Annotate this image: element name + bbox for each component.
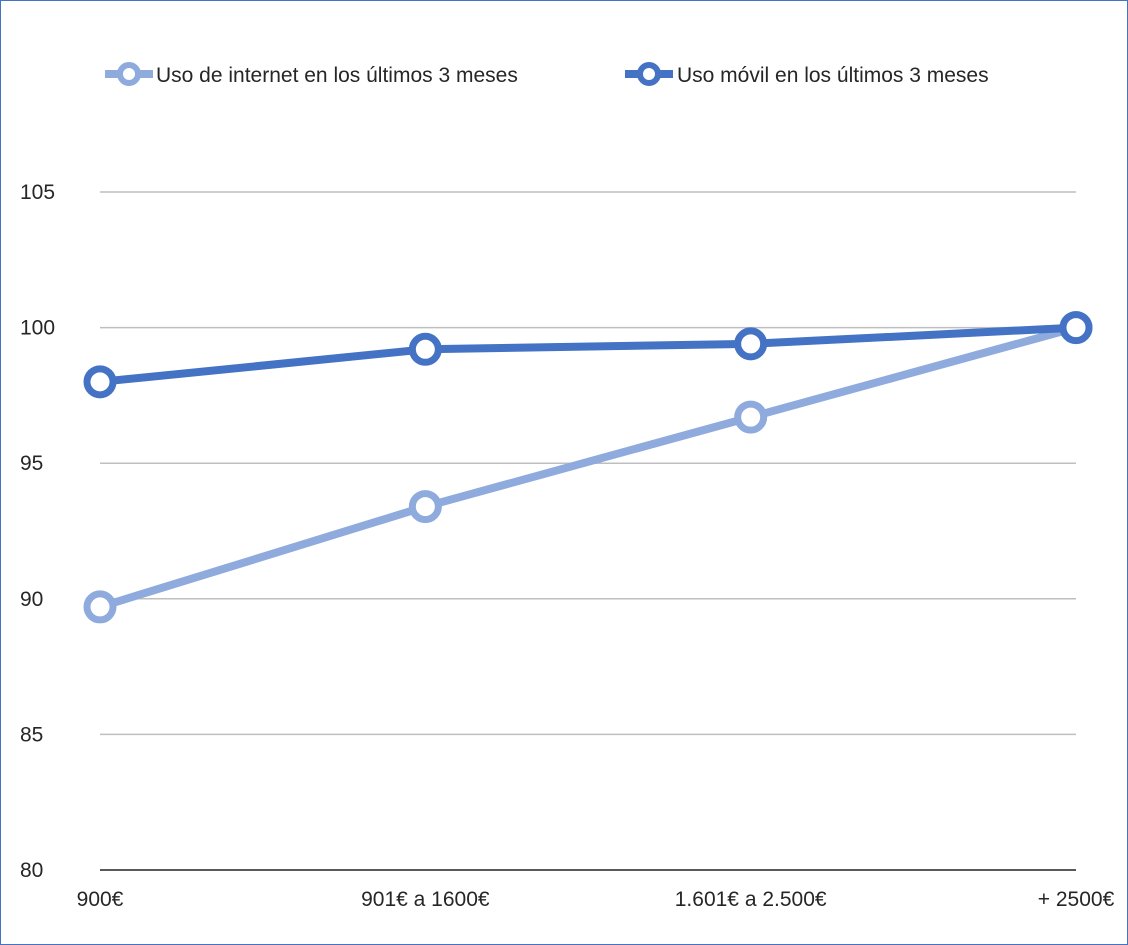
- x-tick-label: 901€ a 1600€: [361, 888, 490, 911]
- gridlines: [100, 191, 1076, 871]
- y-axis-ticks: 80 85 90 95 100 105: [20, 181, 55, 882]
- y-tick-label: 100: [20, 317, 55, 340]
- data-point: [83, 365, 117, 399]
- x-tick-label: 1.601€ a 2.500€: [675, 888, 827, 911]
- legend-label: Uso de internet en los últimos 3 meses: [156, 64, 518, 87]
- data-point: [83, 590, 117, 624]
- y-tick-label: 80: [20, 859, 43, 882]
- legend: Uso de internet en los últimos 3 meses Us…: [105, 62, 989, 87]
- series-1: [83, 311, 1093, 624]
- legend-swatch-marker: [117, 62, 141, 86]
- x-axis-ticks: 900€ 901€ a 1600€ 1.601€ a 2.500€ + 2500€: [77, 888, 1115, 911]
- series-line: [96, 323, 1080, 611]
- data-point: [408, 490, 442, 524]
- legend-item: Uso móvil en los últimos 3 meses: [625, 62, 989, 87]
- data-point: [1059, 311, 1093, 345]
- series-line: [96, 323, 1080, 386]
- data-point: [734, 327, 768, 361]
- y-tick-label: 85: [20, 723, 43, 746]
- series-2: [83, 311, 1093, 399]
- legend-swatch-marker: [637, 62, 661, 86]
- legend-label: Uso móvil en los últimos 3 meses: [677, 64, 989, 87]
- x-tick-label: + 2500€: [1038, 888, 1115, 911]
- legend-item: Uso de internet en los últimos 3 meses: [105, 62, 518, 87]
- y-tick-label: 105: [20, 181, 55, 204]
- series-group: [83, 311, 1093, 624]
- data-point: [408, 332, 442, 366]
- x-tick-label: 900€: [77, 888, 124, 911]
- y-tick-label: 90: [20, 588, 43, 611]
- y-tick-label: 95: [20, 452, 43, 475]
- data-point: [734, 400, 768, 434]
